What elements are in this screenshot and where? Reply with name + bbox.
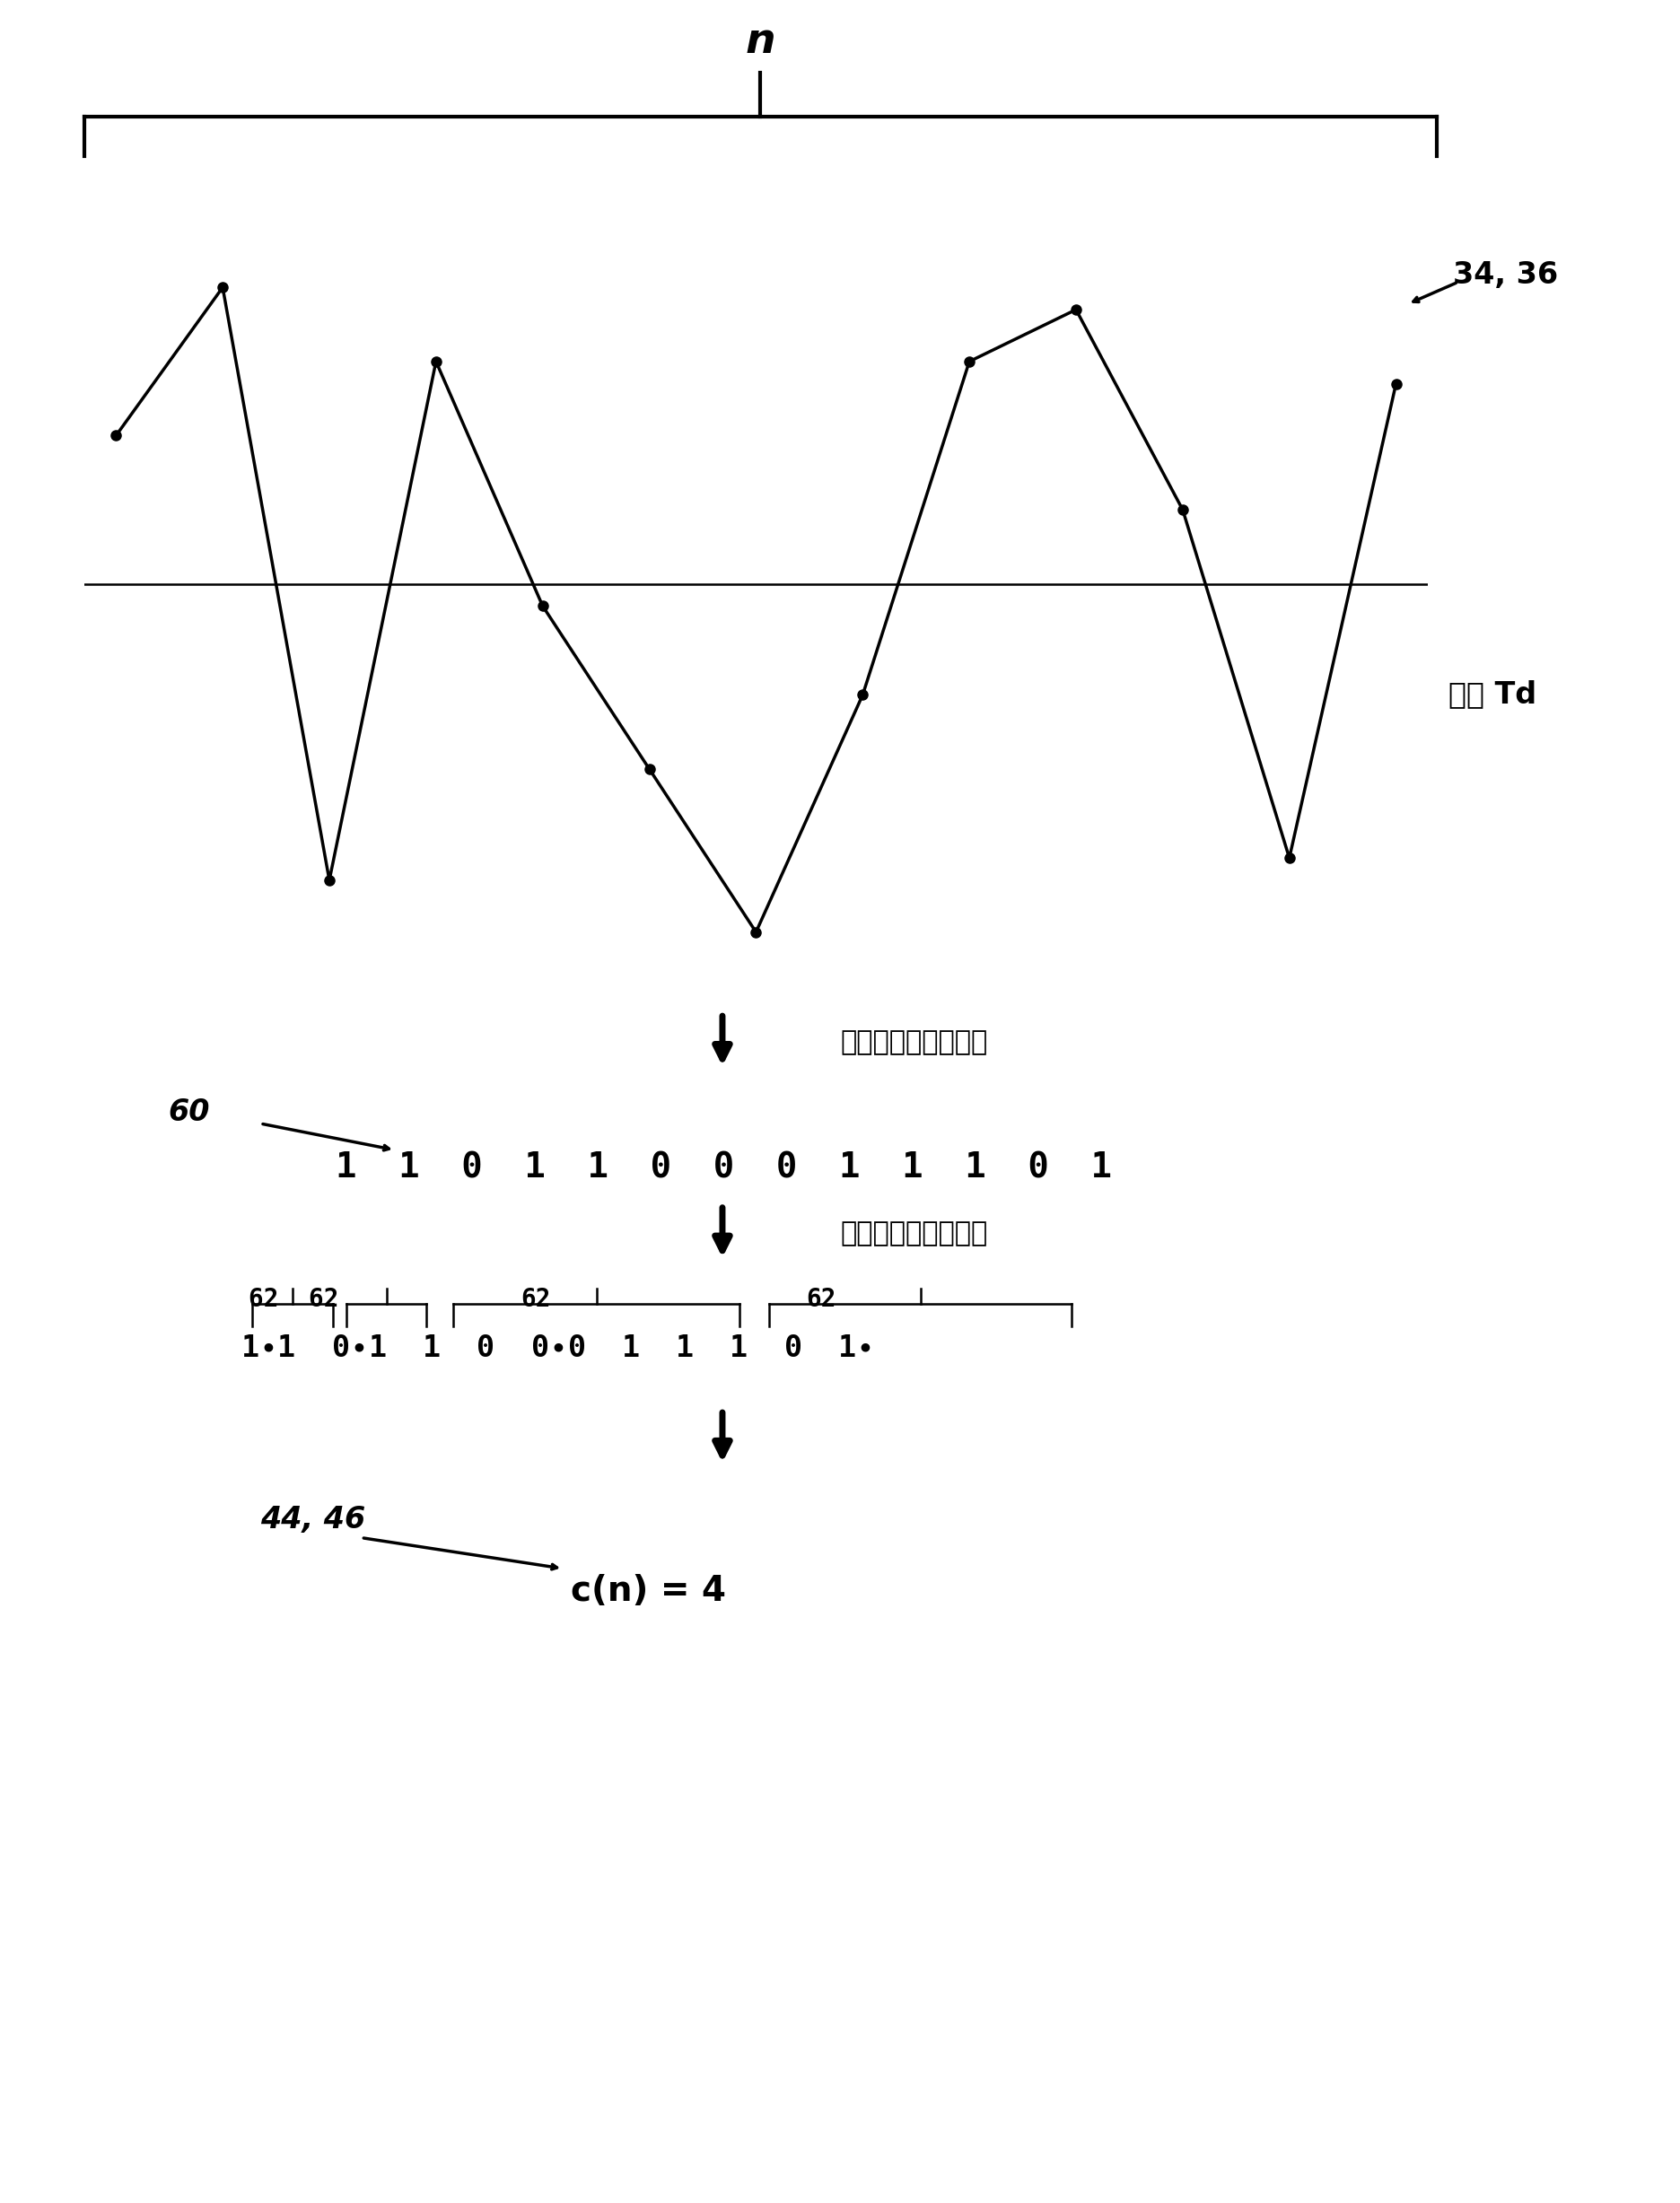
- Text: 阀値 Td: 阀値 Td: [1448, 679, 1536, 709]
- Text: 62: 62: [806, 1287, 837, 1313]
- Text: 1$\bullet$1  0$\bullet$1  1  0  0$\bullet$0  1  1  1  0  1$\bullet$: 1$\bullet$1 0$\bullet$1 1 0 0$\bullet$0 …: [240, 1333, 870, 1364]
- Text: 34, 36: 34, 36: [1453, 260, 1559, 291]
- Text: 62  62: 62 62: [249, 1287, 339, 1313]
- Text: 粗粒化为二进制序列: 粗粒化为二进制序列: [840, 1029, 988, 1055]
- Text: 60: 60: [168, 1097, 210, 1128]
- Text: 44, 46: 44, 46: [260, 1505, 366, 1535]
- Text: c(n) = 4: c(n) = 4: [571, 1573, 726, 1608]
- Text: 62: 62: [521, 1287, 551, 1313]
- Text: 有区别的形式的提取: 有区别的形式的提取: [840, 1220, 988, 1247]
- Text: n: n: [746, 22, 774, 62]
- Text: 1  1  0  1  1  0  0  0  1  1  1  0  1: 1 1 0 1 1 0 0 0 1 1 1 0 1: [336, 1150, 1112, 1185]
